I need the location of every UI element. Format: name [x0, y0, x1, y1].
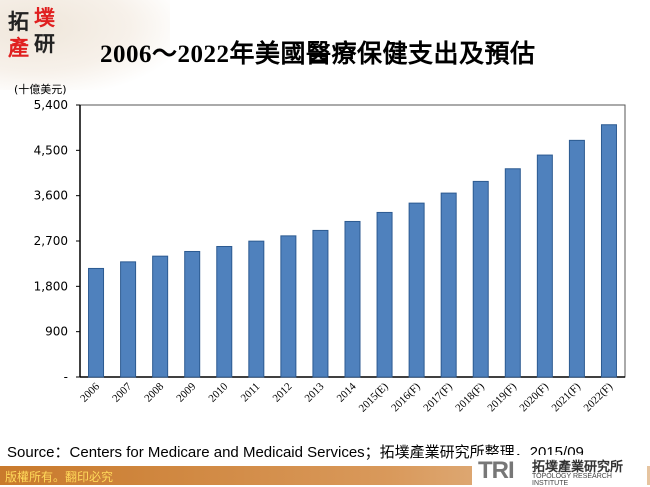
tri-logo: TRI 拓墣產業研究所 TOPOLOGY RESEARCH INSTITUTE — [472, 455, 647, 487]
page-title: 2006～2022年美國醫療保健支出及預估 — [100, 41, 536, 68]
bar-chart: - 900 1,800 2,700 3,600 4,500 5,400 2006 2007 200… — [34, 98, 626, 415]
y-tick-label: 5,400 — [34, 98, 68, 112]
bar-2021(F) — [568, 139, 585, 378]
copyright-text: 版權所有。翻印必究 — [5, 470, 114, 484]
x-tick-label: 2015(E) — [357, 380, 391, 414]
x-tick-label: 2007 — [110, 380, 134, 404]
x-tick-label: 2008 — [142, 380, 166, 404]
x-tick-label: 2020(F) — [517, 380, 551, 414]
x-tick-label: 2022(F) — [582, 380, 616, 414]
y-tick-label: 900 — [45, 325, 68, 339]
x-tick-label: 2014 — [335, 380, 359, 404]
logo-char: 墣 — [34, 6, 55, 30]
x-tick-label: 2016(F) — [389, 380, 423, 414]
bar-2007 — [120, 261, 137, 378]
y-tick-label: 1,800 — [34, 279, 68, 293]
bar-2015(E) — [376, 211, 393, 378]
bar-2016(F) — [408, 202, 425, 378]
bar-2022(F) — [600, 124, 617, 378]
x-tick-label: 2013 — [303, 380, 327, 404]
bar-2011 — [248, 240, 265, 378]
tri-logo-english: TOPOLOGY RESEARCH INSTITUTE — [532, 473, 612, 487]
logo-char: 拓 — [8, 10, 29, 34]
x-tick-label: 2021(F) — [549, 380, 583, 414]
x-tick-label: 2006 — [78, 380, 102, 404]
y-axis-unit-label: (十億美元) — [14, 83, 67, 96]
y-tick-label: - — [64, 370, 68, 384]
y-tick-label: 4,500 — [34, 143, 68, 157]
bar-2008 — [152, 255, 169, 378]
company-logo: 拓 墣 產 研 — [8, 6, 62, 62]
y-tick-label: 3,600 — [34, 189, 68, 203]
x-tick-label: 2017(F) — [421, 380, 455, 414]
bar-2010 — [216, 245, 233, 378]
header-background-map — [0, 0, 170, 90]
bar-2009 — [184, 250, 201, 378]
x-tick-label: 2010 — [206, 380, 230, 404]
bar-2006 — [88, 267, 105, 378]
x-tick-label: 2018(F) — [453, 380, 487, 414]
bar-2014 — [344, 220, 361, 378]
bar-2013 — [312, 229, 329, 378]
x-tick-label: 2019(F) — [485, 380, 519, 414]
source-note: Source：Centers for Medicare and Medicaid… — [7, 444, 584, 461]
tri-logo-mark: TRI — [478, 457, 515, 484]
bar-2012 — [280, 235, 297, 378]
bar-2019(F) — [504, 168, 521, 378]
bar-2018(F) — [472, 180, 489, 378]
x-tick-label: 2009 — [174, 380, 198, 404]
logo-char: 產 — [8, 36, 29, 60]
x-tick-label: 2011 — [239, 381, 263, 405]
x-tick-label: 2012 — [270, 381, 294, 405]
tri-logo-chinese: 拓墣產業研究所 — [532, 460, 624, 475]
bar-2017(F) — [440, 192, 457, 378]
logo-char: 研 — [34, 32, 55, 56]
y-tick-label: 2,700 — [34, 234, 68, 248]
bar-2020(F) — [536, 154, 553, 378]
